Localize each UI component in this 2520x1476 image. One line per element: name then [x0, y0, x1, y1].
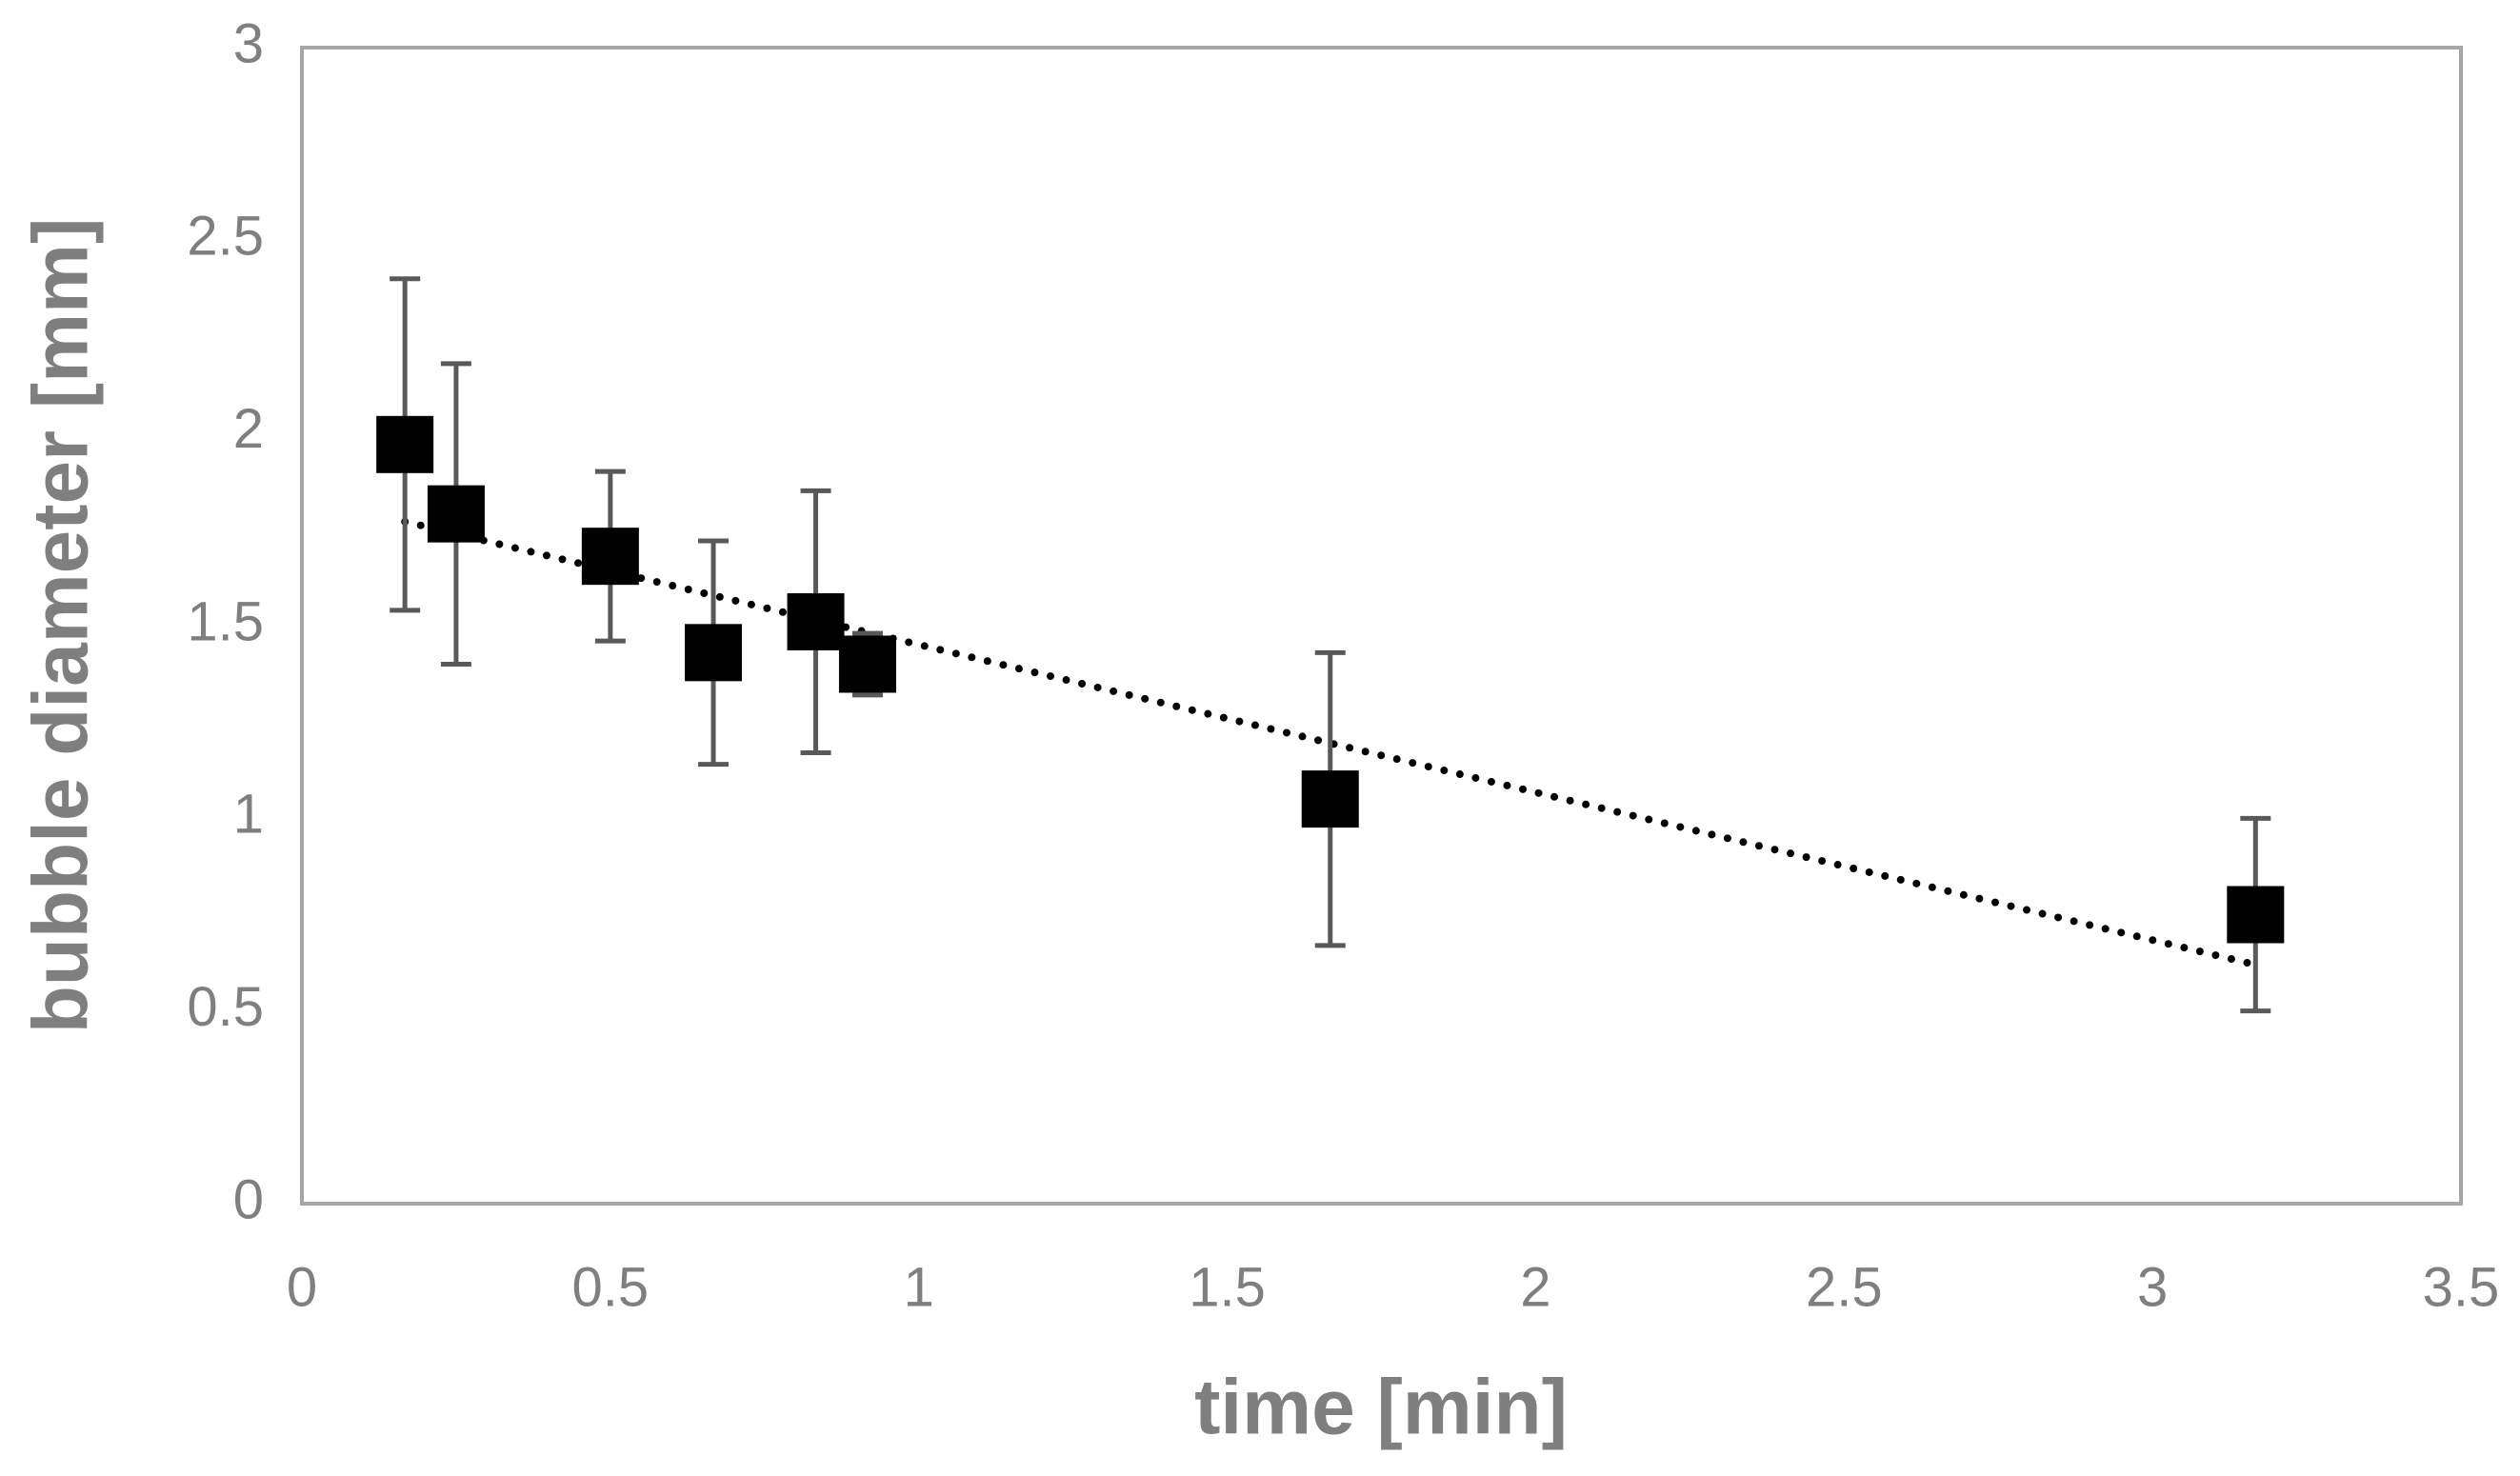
y-tick-label: 2 — [233, 398, 264, 460]
marker — [2227, 886, 2285, 944]
y-tick-label: 0.5 — [187, 976, 264, 1038]
x-tick-label: 1.5 — [1189, 1256, 1266, 1318]
y-tick-label: 1.5 — [187, 590, 264, 652]
y-tick-label: 3 — [233, 12, 264, 74]
x-tick-label: 3.5 — [2423, 1256, 2500, 1318]
x-tick-label: 2 — [1520, 1256, 1550, 1318]
x-axis-title: time [min] — [1194, 1365, 1568, 1451]
x-tick-label: 2.5 — [1806, 1256, 1883, 1318]
marker — [685, 624, 743, 682]
marker — [787, 592, 845, 650]
x-tick-label: 1 — [904, 1256, 934, 1318]
y-tick-label: 0 — [233, 1168, 264, 1230]
marker — [1301, 770, 1359, 828]
marker — [427, 485, 485, 543]
marker — [376, 415, 434, 473]
y-axis-title: bubble diameter [mm] — [18, 218, 105, 1034]
x-tick-label: 0 — [287, 1256, 317, 1318]
x-tick-label: 0.5 — [572, 1256, 650, 1318]
marker — [581, 528, 639, 586]
y-tick-label: 2.5 — [187, 206, 264, 268]
x-tick-label: 3 — [2137, 1256, 2168, 1318]
marker — [838, 635, 896, 693]
y-tick-label: 1 — [233, 784, 264, 846]
plot-frame — [300, 46, 2463, 1206]
